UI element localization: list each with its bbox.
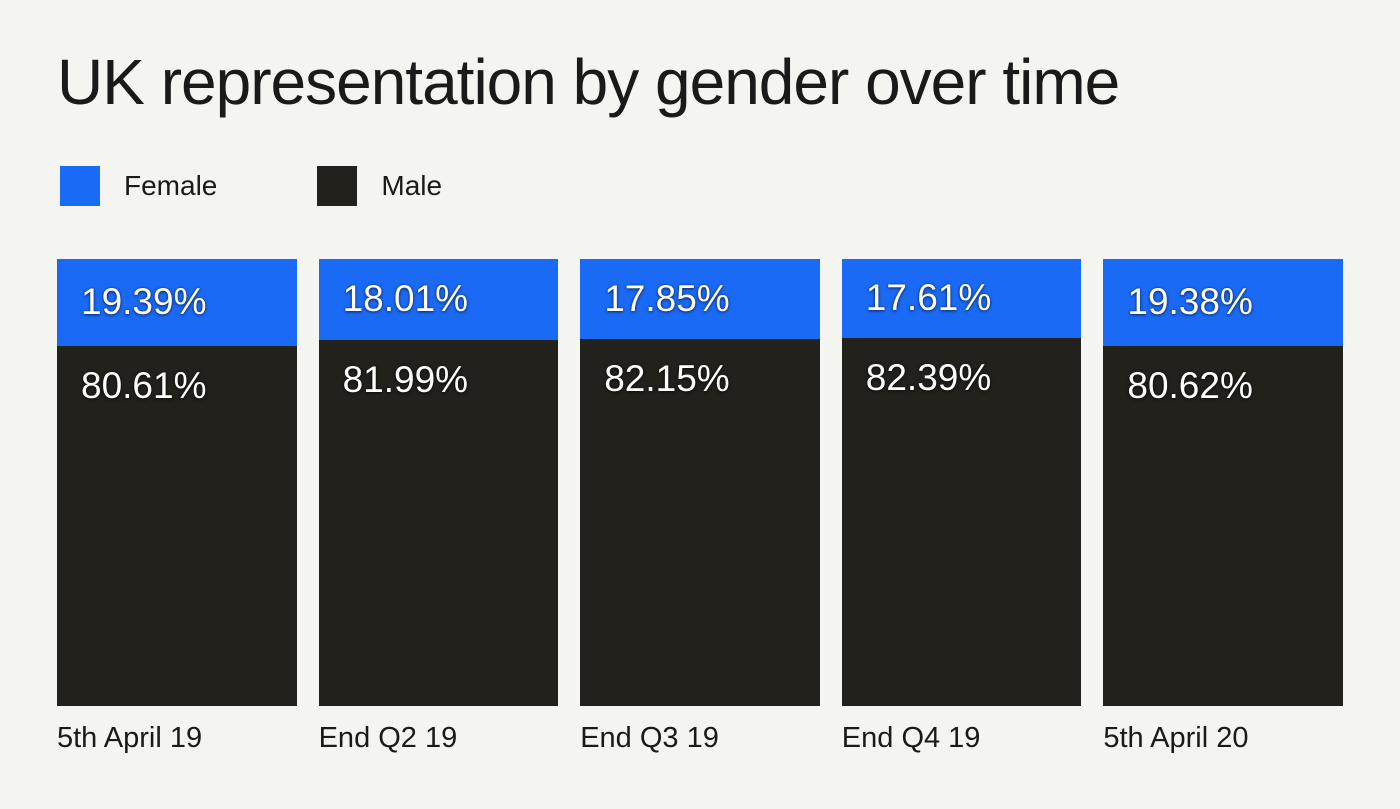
x-axis-label: End Q4 19 bbox=[841, 722, 981, 754]
bar-column: 17.61% 82.39% End Q4 19 bbox=[841, 259, 1082, 755]
legend-label-male: Male bbox=[381, 170, 443, 201]
bar-segment-male: 80.61% bbox=[57, 345, 297, 706]
x-axis-label: 5th April 20 bbox=[1103, 722, 1249, 754]
bar-value-female: 17.85% bbox=[604, 277, 730, 319]
bar: 17.61% 82.39% bbox=[841, 259, 1082, 706]
bar-segment-male: 82.15% bbox=[580, 338, 820, 706]
chart-title: UK representation by gender over time bbox=[57, 46, 1120, 118]
bar-column: 19.38% 80.62% 5th April 20 bbox=[1103, 259, 1343, 755]
bar-column: 19.39% 80.61% 5th April 19 bbox=[57, 259, 297, 755]
bar-segment-female: 19.38% bbox=[1103, 259, 1343, 346]
bar-segment-female: 18.01% bbox=[318, 259, 559, 340]
bar-value-male: 82.15% bbox=[604, 357, 730, 399]
bar-column: 18.01% 81.99% End Q2 19 bbox=[318, 259, 559, 755]
stacked-bar-chart: 19.39% 80.61% 5th April 19 18.01% 81.99% End … bbox=[57, 259, 1343, 755]
bar-segment-female: 17.61% bbox=[841, 259, 1082, 338]
x-axis-label: End Q2 19 bbox=[318, 722, 458, 754]
bar: 19.38% 80.62% bbox=[1103, 259, 1343, 706]
bar-segment-male: 80.62% bbox=[1103, 345, 1343, 706]
bar-segment-female: 17.85% bbox=[580, 259, 820, 339]
bar: 19.39% 80.61% bbox=[57, 259, 297, 706]
x-axis-label: End Q3 19 bbox=[580, 722, 719, 754]
legend-swatch-female-icon bbox=[60, 166, 100, 206]
legend-item-male: Male bbox=[317, 166, 442, 206]
bar-segment-male: 81.99% bbox=[318, 339, 559, 706]
bar-value-female: 19.39% bbox=[81, 281, 207, 323]
legend-swatch-male-icon bbox=[317, 166, 358, 206]
x-axis-label: 5th April 19 bbox=[57, 722, 203, 754]
bar-value-male: 80.62% bbox=[1127, 364, 1253, 406]
bar-segment-female: 19.39% bbox=[57, 259, 297, 346]
bar-value-male: 80.61% bbox=[81, 364, 207, 406]
bar-value-female: 17.61% bbox=[865, 277, 992, 319]
bar-value-female: 19.38% bbox=[1127, 281, 1253, 323]
bar: 17.85% 82.15% bbox=[580, 259, 820, 706]
bar-value-male: 81.99% bbox=[342, 358, 469, 400]
bar-value-male: 82.39% bbox=[865, 356, 992, 398]
legend-label-female: Female bbox=[124, 170, 218, 201]
bar-value-female: 18.01% bbox=[342, 278, 469, 320]
bar-segment-male: 82.39% bbox=[841, 337, 1082, 706]
legend-item-female: Female bbox=[60, 166, 217, 206]
bar-column: 17.85% 82.15% End Q3 19 bbox=[580, 259, 820, 755]
legend: Female Male bbox=[60, 166, 442, 206]
bar: 18.01% 81.99% bbox=[318, 259, 559, 706]
